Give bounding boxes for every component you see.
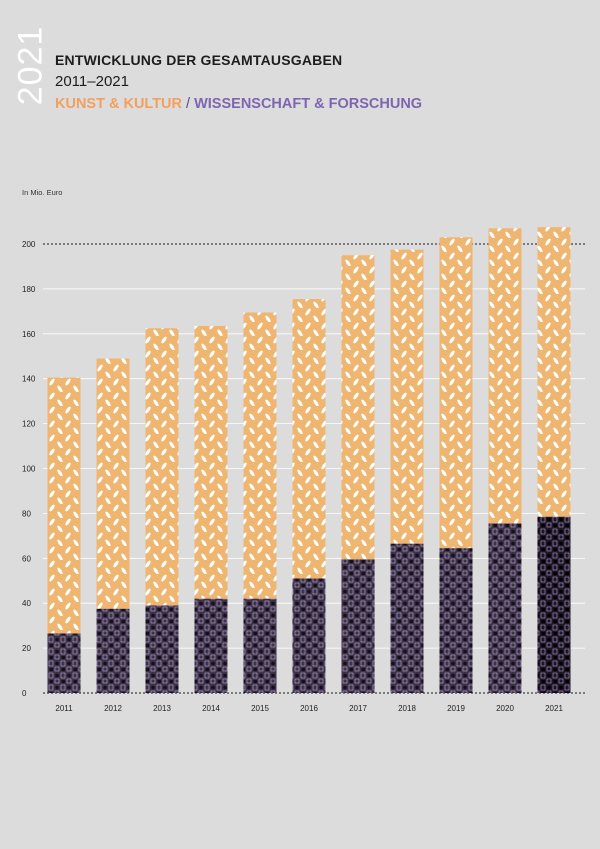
x-tick-label-2014: 2014	[202, 704, 220, 713]
bar-wissenschaft-forschung-2014	[194, 598, 228, 693]
bar-wissenschaft-forschung-2018	[390, 543, 424, 693]
x-tick-label-2016: 2016	[300, 704, 318, 713]
x-tick-label-2018: 2018	[398, 704, 416, 713]
bar-wissenschaft-forschung-2011	[47, 633, 81, 693]
x-tick-label-2012: 2012	[104, 704, 122, 713]
bar-kunst-kultur-2013	[145, 328, 179, 606]
bar-wissenschaft-forschung-2016	[292, 578, 326, 693]
x-tick-label-2020: 2020	[496, 704, 514, 713]
y-tick-label-60: 60	[22, 554, 31, 563]
x-tick-label-2021: 2021	[545, 704, 563, 713]
bar-wissenschaft-forschung-2013	[145, 605, 179, 693]
legend: KUNST & KULTUR / WISSENSCHAFT & FORSCHUN…	[55, 96, 422, 112]
bar-wissenschaft-forschung-2020	[488, 523, 522, 693]
legend-separator: /	[186, 96, 191, 112]
x-tick-label-2017: 2017	[349, 704, 367, 713]
y-tick-label-120: 120	[22, 420, 36, 429]
y-tick-label-20: 20	[22, 644, 31, 653]
y-tick-label-180: 180	[22, 285, 36, 294]
bar-kunst-kultur-2021	[537, 227, 571, 517]
y-tick-label-140: 140	[22, 375, 36, 384]
bar-kunst-kultur-2020	[488, 228, 522, 524]
y-tick-label-200: 200	[22, 240, 36, 249]
y-tick-label-40: 40	[22, 599, 31, 608]
y-tick-label-0: 0	[22, 689, 27, 698]
bar-kunst-kultur-2014	[194, 325, 228, 599]
bar-kunst-kultur-2012	[96, 358, 130, 609]
bar-wissenschaft-forschung-2015	[243, 598, 277, 693]
x-tick-label-2019: 2019	[447, 704, 465, 713]
bar-kunst-kultur-2017	[341, 255, 375, 560]
bar-kunst-kultur-2011	[47, 377, 81, 634]
bar-wissenschaft-forschung-2019	[439, 548, 473, 693]
page-subtitle: 2011–2021	[55, 73, 129, 90]
bar-kunst-kultur-2016	[292, 299, 326, 579]
y-tick-label-80: 80	[22, 509, 31, 518]
bar-wissenschaft-forschung-2021	[537, 516, 571, 693]
bar-kunst-kultur-2018	[390, 249, 424, 544]
x-tick-label-2015: 2015	[251, 704, 269, 713]
legend-wissenschaft-forschung: WISSENSCHAFT & FORSCHUNG	[194, 96, 423, 112]
y-axis-unit-label: In Mio. Euro	[22, 188, 63, 197]
x-tick-label-2011: 2011	[55, 704, 73, 713]
bar-wissenschaft-forschung-2012	[96, 608, 130, 693]
x-tick-label-2013: 2013	[153, 704, 171, 713]
page-title: ENTWICKLUNG DER GESAMTAUSGABEN	[55, 52, 343, 68]
bar-kunst-kultur-2019	[439, 237, 473, 549]
legend-kunst-kultur: KUNST & KULTUR	[55, 96, 182, 112]
y-tick-label-100: 100	[22, 465, 36, 474]
bar-kunst-kultur-2015	[243, 312, 277, 599]
y-tick-label-160: 160	[22, 330, 36, 339]
bar-wissenschaft-forschung-2017	[341, 559, 375, 693]
